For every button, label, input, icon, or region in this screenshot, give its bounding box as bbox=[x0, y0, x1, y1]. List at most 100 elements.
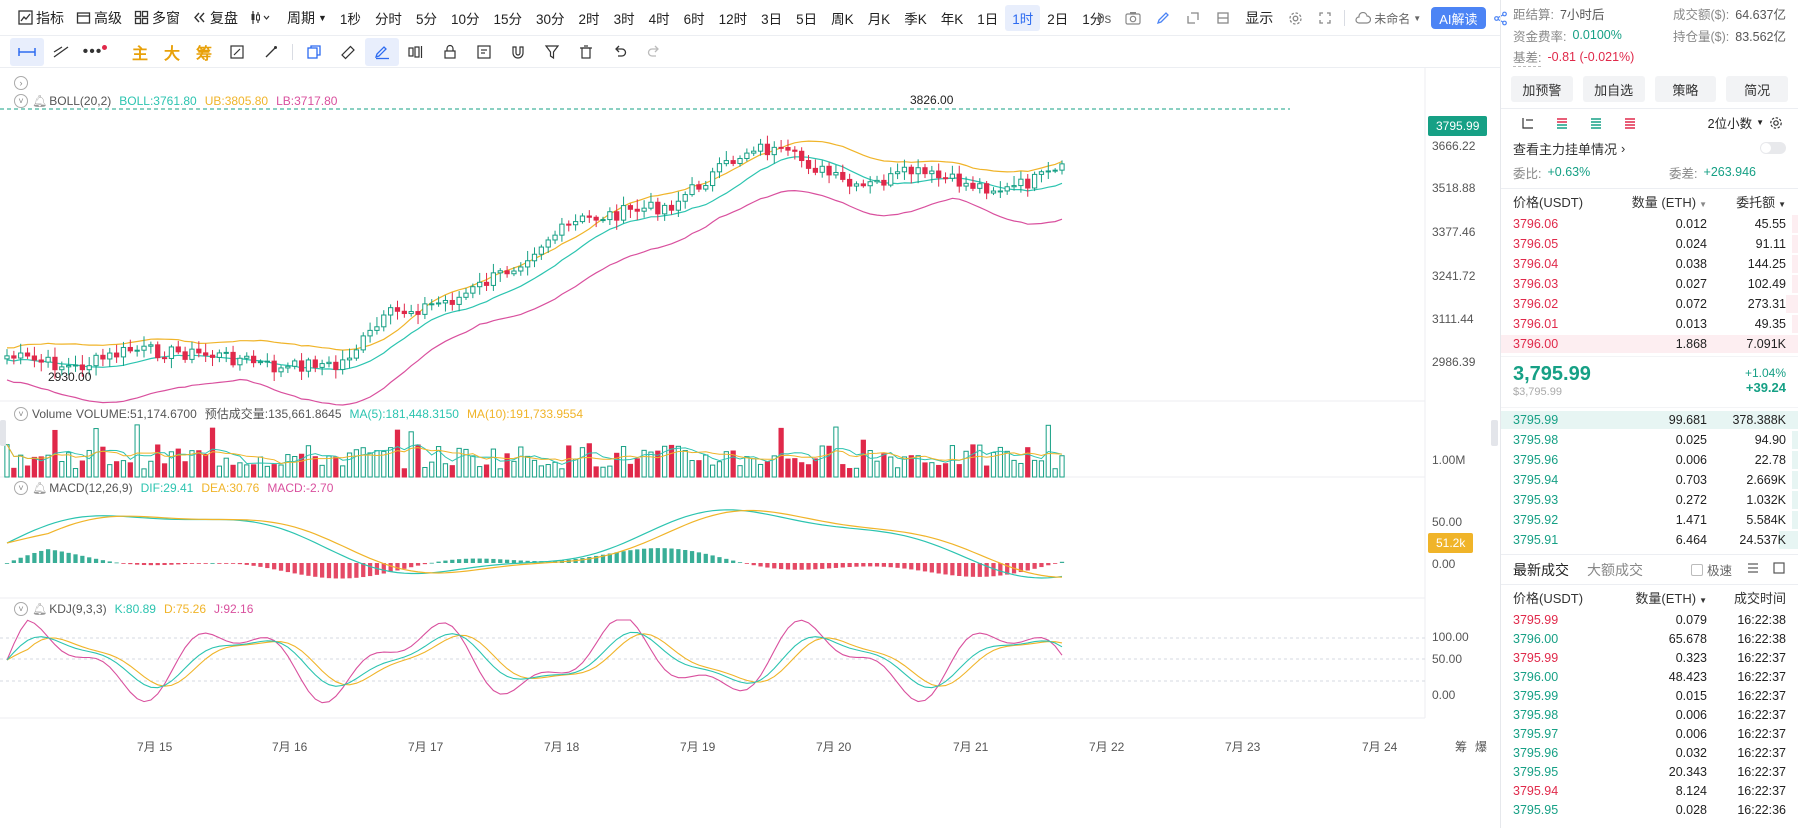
interval-18[interactable]: 1时 bbox=[1005, 4, 1041, 31]
gear-icon[interactable] bbox=[1280, 5, 1310, 31]
ask-row[interactable]: 3796.04 0.038 144.25 bbox=[1501, 254, 1798, 274]
display-button[interactable]: 显示 bbox=[1245, 10, 1274, 26]
tab-latest-trades[interactable]: 最新成交 bbox=[1513, 561, 1569, 578]
interval-6[interactable]: 2时 bbox=[578, 11, 600, 27]
decimals-dropdown[interactable]: 2位小数 ▼ bbox=[1708, 113, 1764, 132]
strategy-button[interactable]: 策略 bbox=[1654, 76, 1717, 102]
bell-icon[interactable]: 🔔︎ bbox=[32, 481, 48, 495]
ai-interpret-button[interactable]: AI解读 bbox=[1431, 7, 1486, 29]
tab-large-trades[interactable]: 大额成交 bbox=[1587, 561, 1643, 578]
collapse-icon[interactable]: ˅ bbox=[14, 94, 28, 108]
interval-5[interactable]: 30分 bbox=[536, 11, 565, 27]
interval-13[interactable]: 周K bbox=[831, 11, 854, 27]
fullscreen-icon[interactable] bbox=[1310, 5, 1340, 31]
delay-label[interactable]: 0s bbox=[1097, 10, 1112, 26]
bid-row[interactable]: 3795.92 1.471 5.584K bbox=[1501, 510, 1798, 530]
bell-icon[interactable]: 🔔︎ bbox=[32, 602, 48, 616]
collapse-icon[interactable]: ˅ bbox=[14, 406, 28, 421]
interval-7[interactable]: 3时 bbox=[613, 11, 635, 27]
add-alert-button[interactable]: 加预警 bbox=[1511, 76, 1573, 102]
ob-total-header[interactable]: 委托额 ▼ bbox=[1707, 192, 1786, 211]
bid-row[interactable]: 3795.99 99.681 378.388K bbox=[1501, 410, 1798, 430]
ask-row[interactable]: 3796.03 0.027 102.49 bbox=[1501, 274, 1798, 294]
ask-row[interactable]: 3796.05 0.024 91.11 bbox=[1501, 234, 1798, 254]
interval-9[interactable]: 6时 bbox=[683, 11, 705, 27]
filter-icon[interactable] bbox=[535, 38, 569, 66]
camera-icon[interactable] bbox=[1118, 5, 1148, 31]
indicators-button[interactable]: 指标 bbox=[12, 5, 70, 31]
redo-icon[interactable] bbox=[637, 38, 671, 66]
pencil-icon[interactable] bbox=[1148, 5, 1178, 31]
interval-14[interactable]: 月K bbox=[867, 11, 891, 27]
ask-row[interactable]: 3796.06 0.012 45.55 bbox=[1501, 214, 1798, 234]
bid-row[interactable]: 3795.91 6.464 24.537K bbox=[1501, 530, 1798, 550]
interval-20[interactable]: 1分 bbox=[1082, 11, 1104, 27]
price-chart[interactable]: 3826.00 2930.00 3666.22 3518.88 3377.46 3241.… bbox=[0, 68, 1500, 828]
collapse-legend-button[interactable]: › bbox=[14, 76, 36, 90]
interval-17[interactable]: 1日 bbox=[977, 11, 999, 27]
replay-button[interactable]: 复盘 bbox=[186, 5, 244, 31]
interval-8[interactable]: 4时 bbox=[648, 11, 670, 27]
big-order-tool[interactable]: 大 bbox=[164, 45, 181, 63]
collapse-icon[interactable]: ˅ bbox=[14, 481, 28, 495]
ruler-icon[interactable] bbox=[331, 38, 365, 66]
fast-mode-checkbox[interactable] bbox=[1690, 563, 1703, 576]
interval-16[interactable]: 年K bbox=[940, 11, 964, 27]
orderbook-mode-icon[interactable] bbox=[1511, 112, 1545, 134]
overview-button[interactable]: 简况 bbox=[1726, 76, 1788, 102]
ask-row[interactable]: 3796.00 1.868 7.091K bbox=[1501, 334, 1798, 354]
chart-area[interactable]: 3826.00 2930.00 3666.22 3518.88 3377.46 3241.… bbox=[0, 68, 1500, 828]
lock-icon[interactable] bbox=[433, 38, 467, 66]
interval-3[interactable]: 10分 bbox=[450, 11, 480, 27]
trade-layout-icon[interactable] bbox=[1772, 561, 1786, 578]
trade-settings-icon[interactable] bbox=[1746, 561, 1760, 578]
bell-icon[interactable]: 🔔︎ bbox=[32, 94, 48, 108]
interval-1[interactable]: 分时 bbox=[374, 11, 402, 27]
ob-amount-header[interactable]: 数量 (ETH) ▼ bbox=[1623, 192, 1707, 211]
candles-compare-icon[interactable] bbox=[399, 38, 433, 66]
main-orders-row[interactable]: 查看主力挂单情况 › bbox=[1501, 136, 1798, 160]
bid-row[interactable]: 3795.94 0.703 2.669K bbox=[1501, 470, 1798, 490]
ask-row[interactable]: 3796.02 0.072 273.31 bbox=[1501, 294, 1798, 314]
interval-2[interactable]: 5分 bbox=[415, 11, 437, 27]
main-orders-toggle[interactable] bbox=[1760, 142, 1786, 154]
interval-15[interactable]: 季K bbox=[904, 11, 927, 27]
main-force-tool[interactable]: 主 bbox=[132, 45, 149, 63]
settings-gear-icon[interactable] bbox=[1764, 112, 1788, 134]
horizontal-line-tool-icon[interactable] bbox=[10, 37, 44, 66]
trend-line-tool-icon[interactable] bbox=[44, 38, 78, 66]
add-watchlist-button[interactable]: 加自选 bbox=[1582, 76, 1645, 102]
advanced-button[interactable]: 高级 bbox=[70, 5, 128, 31]
layout-icon[interactable] bbox=[1208, 5, 1238, 31]
interval-4[interactable]: 15分 bbox=[493, 11, 523, 27]
ask-row[interactable]: 3796.01 0.013 49.35 bbox=[1501, 314, 1798, 334]
interval-11[interactable]: 3日 bbox=[761, 11, 783, 27]
chart-type-button[interactable] bbox=[244, 5, 281, 31]
magnet-icon[interactable] bbox=[501, 38, 535, 66]
interval-10[interactable]: 12时 bbox=[718, 11, 748, 27]
chip-tool[interactable]: 筹 bbox=[196, 45, 213, 63]
bid-row[interactable]: 3795.98 0.025 94.90 bbox=[1501, 430, 1798, 450]
draw-pen-icon[interactable] bbox=[365, 37, 400, 66]
brush-icon[interactable] bbox=[254, 38, 288, 66]
interval-19[interactable]: 2日 bbox=[1047, 11, 1069, 27]
bid-row[interactable]: 3795.96 0.006 22.78 bbox=[1501, 450, 1798, 470]
orderbook-both-icon[interactable] bbox=[1545, 112, 1579, 134]
bid-row[interactable]: 3795.93 0.272 1.032K bbox=[1501, 490, 1798, 510]
orderbook-asks-icon[interactable] bbox=[1613, 112, 1647, 134]
multi-window-button[interactable]: 多窗 bbox=[128, 5, 186, 31]
trade-amount-header[interactable]: 数量(ETH) ▼ bbox=[1623, 588, 1707, 607]
note-icon[interactable] bbox=[467, 38, 501, 66]
period-dropdown[interactable]: 周期 ▼ bbox=[281, 5, 333, 31]
edit-chart-icon[interactable] bbox=[220, 38, 254, 66]
more-tools-icon[interactable]: ••• bbox=[78, 38, 112, 66]
corner-icon[interactable] bbox=[1178, 5, 1208, 31]
orderbook-bids-icon[interactable] bbox=[1579, 112, 1613, 134]
layout-name-dropdown[interactable]: 未命名 ▼ bbox=[1349, 5, 1427, 31]
undo-icon[interactable] bbox=[603, 38, 637, 66]
interval-12[interactable]: 5日 bbox=[796, 11, 818, 27]
copy-icon[interactable] bbox=[297, 38, 331, 66]
collapse-icon[interactable]: ˅ bbox=[14, 602, 28, 616]
interval-0[interactable]: 1秒 bbox=[339, 11, 361, 27]
trash-icon[interactable] bbox=[569, 38, 603, 66]
